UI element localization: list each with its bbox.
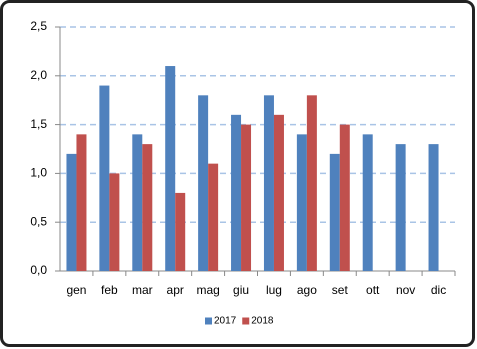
bar xyxy=(66,153,77,271)
x-tick-label: feb xyxy=(101,283,118,297)
y-tick-label: 1,0 xyxy=(30,166,47,180)
x-tick-label: lug xyxy=(266,283,282,297)
bar xyxy=(362,134,373,271)
x-tick-label: nov xyxy=(396,283,415,297)
bar xyxy=(198,95,209,271)
bar xyxy=(273,114,284,271)
bar xyxy=(329,153,340,271)
bar xyxy=(395,144,406,271)
bar xyxy=(428,144,439,271)
x-tick-label: giu xyxy=(233,283,249,297)
y-tick-label: 2,0 xyxy=(30,68,47,82)
x-tick-label: mag xyxy=(196,283,219,297)
y-tick-label: 0,5 xyxy=(30,214,47,228)
bar xyxy=(142,144,153,271)
bar xyxy=(263,95,274,271)
bar xyxy=(231,114,242,271)
y-tick-label: 2,5 xyxy=(30,19,47,33)
bar xyxy=(76,134,87,271)
x-tick-label: dic xyxy=(431,283,446,297)
legend-swatch xyxy=(242,317,250,325)
x-tick-label: set xyxy=(332,283,349,297)
bar xyxy=(241,124,252,271)
legend-label: 2018 xyxy=(251,316,274,327)
bar xyxy=(165,66,176,271)
legend-label: 2017 xyxy=(214,316,237,327)
x-tick-label: apr xyxy=(167,283,184,297)
x-tick-label: ago xyxy=(297,283,317,297)
bar xyxy=(296,134,307,271)
bar xyxy=(339,124,350,271)
bar xyxy=(306,95,317,271)
legend-swatch xyxy=(205,317,212,325)
bar xyxy=(175,192,186,271)
bar xyxy=(109,173,120,271)
y-tick-label: 1,5 xyxy=(30,117,47,131)
x-tick-label: mar xyxy=(132,283,153,297)
bar xyxy=(99,85,110,271)
x-tick-label: ott xyxy=(366,283,380,297)
bar xyxy=(132,134,143,271)
y-tick-label: 0,0 xyxy=(30,263,47,277)
x-tick-label: gen xyxy=(66,283,86,297)
bar xyxy=(208,163,219,271)
